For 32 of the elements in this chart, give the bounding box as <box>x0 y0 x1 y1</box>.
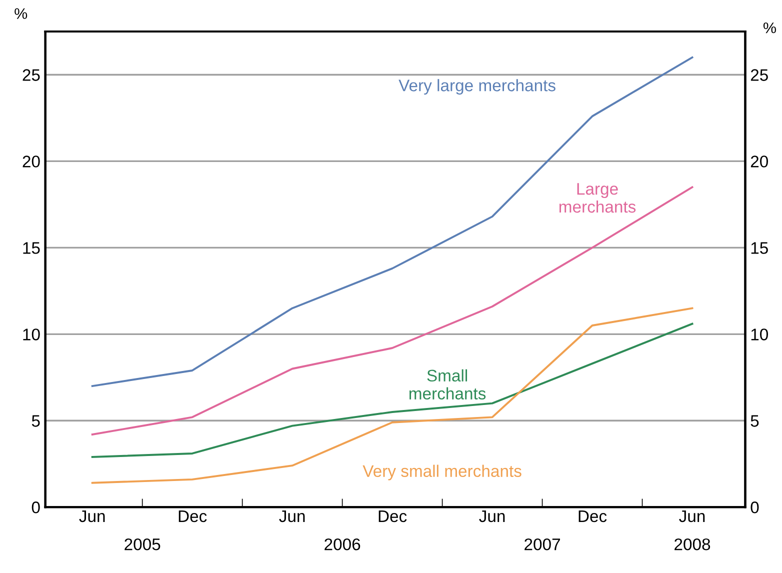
text: Very large merchants <box>398 79 556 95</box>
x-tick-label: Dec <box>578 510 607 522</box>
y2-tick-label: 25 <box>750 69 768 81</box>
text: 2007 <box>524 538 560 550</box>
line-series <box>91 307 694 484</box>
y2-axis-title: % <box>763 22 776 34</box>
x-tick-label: Jun <box>279 510 305 522</box>
y2-tick-label: 15 <box>751 242 768 254</box>
y-tick-label: 15 <box>23 242 40 254</box>
y2-tick-label: 5 <box>750 415 759 427</box>
y-tick-label: 5 <box>32 415 40 427</box>
text: 2008 <box>674 538 710 550</box>
x-tick-label: Jun <box>479 510 505 522</box>
x-tick-label: Jun <box>79 510 105 522</box>
x-tick-label: Jun <box>679 510 705 522</box>
text: 2005 <box>124 538 160 550</box>
y2-tick-label: 0 <box>750 502 759 514</box>
y-tick-label: 10 <box>23 328 40 340</box>
text: 2006 <box>324 538 360 550</box>
series-label: Very small merchants <box>362 464 522 480</box>
y-tick-label: 25 <box>22 69 40 81</box>
series-label: Small merchants <box>410 369 486 400</box>
y-axis-title: % <box>14 8 28 19</box>
y2-tick-label: 10 <box>751 328 768 340</box>
series-label: Large merchants <box>559 183 636 213</box>
y2-tick-label: 20 <box>750 156 768 168</box>
line-series <box>91 322 694 458</box>
x-tick-label: Dec <box>378 510 407 522</box>
x-tick-label: Dec <box>178 510 207 522</box>
y-tick-label: 20 <box>22 156 40 168</box>
line-series <box>91 56 694 388</box>
y-tick-label: 0 <box>32 502 40 514</box>
